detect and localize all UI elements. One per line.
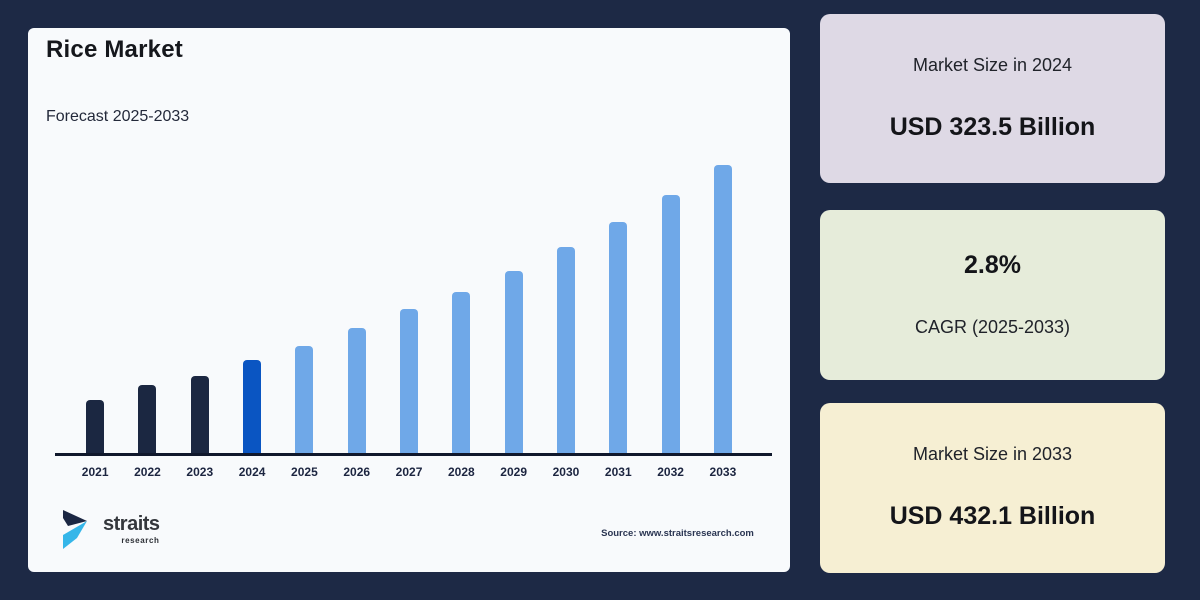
bar-2027 <box>400 309 419 453</box>
x-tick-2024: 2024 <box>238 465 266 479</box>
bar-column-2025 <box>278 346 330 453</box>
card-2024-value: USD 323.5 Billion <box>889 112 1096 141</box>
bar-2023 <box>190 376 209 453</box>
bar-column-2033 <box>697 165 749 453</box>
bar-column-2022 <box>121 385 173 453</box>
logo-sub-text: research <box>121 535 160 545</box>
bar-2033 <box>713 165 732 453</box>
x-tick-2027: 2027 <box>395 465 423 479</box>
x-tick-2028: 2028 <box>447 465 475 479</box>
x-tick-2023: 2023 <box>186 465 214 479</box>
x-tick-2025: 2025 <box>291 465 318 479</box>
bar-column-2021 <box>69 400 121 453</box>
bar-column-2026 <box>331 328 383 453</box>
bar-column-2029 <box>488 271 540 453</box>
straits-logo-icon <box>63 510 87 549</box>
card-cagr: 2.8% CAGR (2025-2033) <box>820 210 1165 380</box>
card-cagr-value: 2.8% <box>964 251 1021 280</box>
x-tick-2021: 2021 <box>81 465 109 479</box>
x-tick-2029: 2029 <box>500 465 527 479</box>
x-tick-2031: 2031 <box>604 465 632 479</box>
bar-2032 <box>661 195 680 453</box>
x-axis-line <box>55 453 772 456</box>
bar-chart: 2021 2022 2023 2024 2025 2026 2027 2028 2029 2030… <box>55 165 772 479</box>
bar-2021 <box>86 400 105 453</box>
bar-column-2024 <box>226 360 278 453</box>
logo-brand-text: straits <box>103 512 160 535</box>
bar-column-2032 <box>644 195 696 453</box>
card-market-size-2033: Market Size in 2033 USD 432.1 Billion <box>820 403 1165 573</box>
x-tick-2030: 2030 <box>552 465 580 479</box>
bar-2028 <box>452 292 471 453</box>
source-attribution: Source: www.straitsresearch.com <box>601 528 754 539</box>
bar-2030 <box>556 247 575 453</box>
bar-column-2030 <box>540 247 592 453</box>
card-2024-label: Market Size in 2024 <box>912 54 1073 75</box>
card-2033-value: USD 432.1 Billion <box>889 502 1096 531</box>
bar-column-2028 <box>435 292 487 453</box>
bar-2024 <box>243 360 262 453</box>
bars-area <box>55 165 772 453</box>
straits-research-logo: straits research <box>58 505 160 553</box>
x-axis-labels: 2021 2022 2023 2024 2025 2026 2027 2028 2029 2030… <box>55 456 772 479</box>
x-tick-2022: 2022 <box>134 465 161 479</box>
x-tick-2026: 2026 <box>343 465 371 479</box>
bar-2026 <box>347 328 366 453</box>
bar-2031 <box>609 222 628 453</box>
logo-wordmark: straits research <box>103 514 160 545</box>
bar-2025 <box>295 346 314 453</box>
bar-2022 <box>138 385 157 453</box>
bar-column-2031 <box>592 222 644 453</box>
bar-column-2023 <box>174 376 226 453</box>
card-2033-label: Market Size in 2033 <box>912 444 1073 465</box>
card-market-size-2024: Market Size in 2024 USD 323.5 Billion <box>820 14 1165 183</box>
card-cagr-label: CAGR (2025-2033) <box>914 316 1071 337</box>
x-tick-2033: 2033 <box>709 465 737 479</box>
bar-column-2027 <box>383 309 435 453</box>
forecast-subtitle: Forecast 2025-2033 <box>46 108 190 125</box>
page-title: Rice Market <box>46 36 183 63</box>
bar-2029 <box>504 271 523 453</box>
x-tick-2032: 2032 <box>657 465 684 479</box>
chart-panel: Rice Market Forecast 2025-2033 2021 2022 2… <box>28 28 790 572</box>
